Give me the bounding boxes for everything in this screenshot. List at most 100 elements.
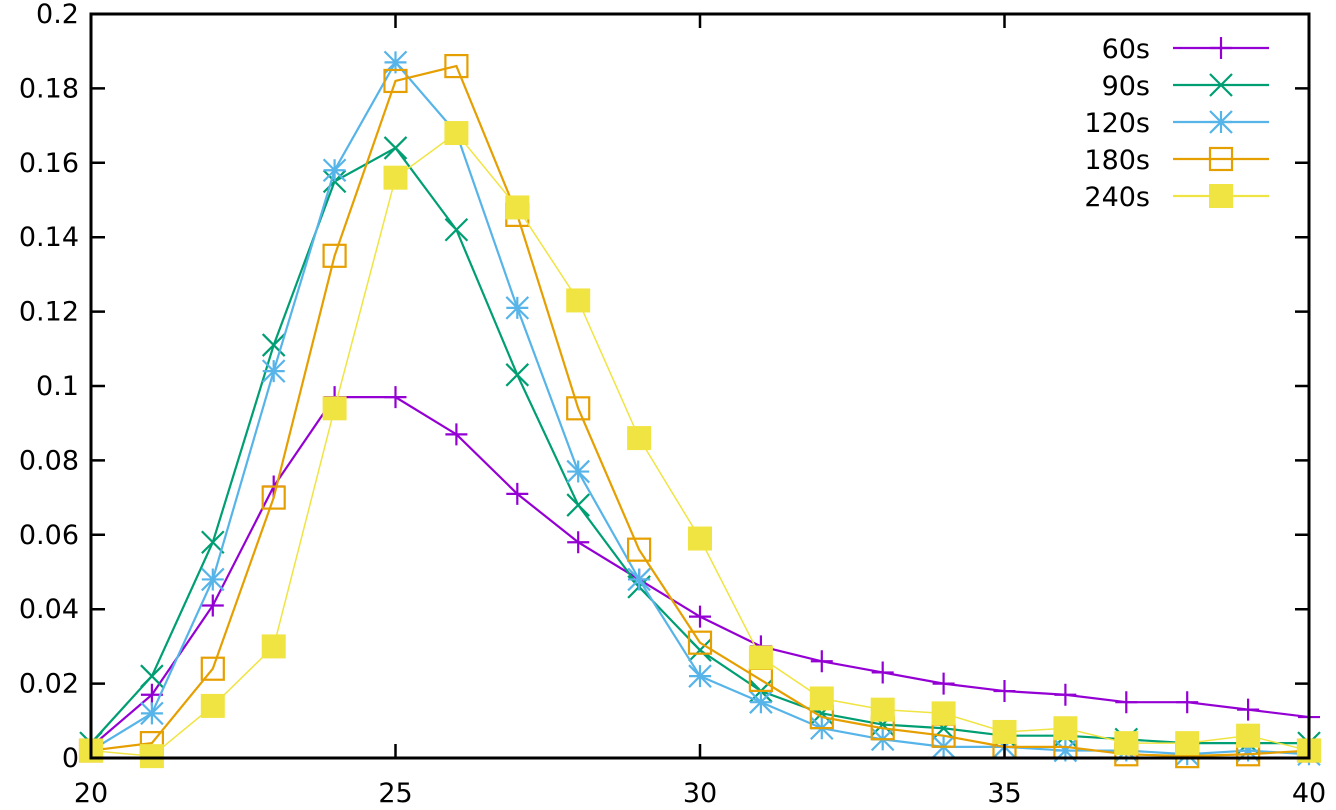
- data-point: [261, 634, 286, 659]
- y-tick-label: 0.08: [19, 445, 79, 476]
- data-point: [810, 650, 833, 673]
- data-point: [688, 664, 712, 688]
- data-point: [566, 396, 591, 421]
- legend-entry: 120s: [1084, 108, 1269, 139]
- data-point: [322, 158, 347, 183]
- data-point: [931, 701, 956, 726]
- legend: 60s 90s 120s 180s 240s: [1084, 34, 1269, 213]
- data-point: [322, 243, 347, 268]
- data-point: [567, 531, 590, 554]
- data-point: [993, 680, 1016, 703]
- data-point: [1053, 716, 1078, 741]
- data-point: [1236, 723, 1261, 748]
- legend-entry: 90s: [1102, 71, 1269, 102]
- x-tick-label: 35: [987, 778, 1021, 809]
- data-point: [322, 396, 347, 421]
- data-point: [1054, 683, 1077, 706]
- series-line: [90, 132, 1310, 757]
- data-point: [383, 68, 408, 94]
- data-point: [992, 719, 1017, 744]
- data-point: [383, 165, 408, 190]
- series-line: [90, 64, 1310, 758]
- data-point: [383, 50, 408, 75]
- legend-label: 60s: [1102, 34, 1150, 65]
- data-point: [200, 693, 225, 718]
- x-tick-label: 25: [378, 778, 412, 809]
- data-point: [505, 363, 530, 387]
- data-point: [140, 701, 164, 726]
- legend-label: 240s: [1084, 182, 1150, 213]
- data-point: [932, 672, 955, 695]
- data-point: [261, 333, 286, 357]
- data-point: [748, 645, 773, 670]
- data-point: [505, 296, 530, 320]
- legend-label: 90s: [1102, 71, 1150, 102]
- data-point: [1115, 691, 1138, 714]
- data-point: [1053, 738, 1078, 763]
- data-point: [383, 136, 408, 160]
- series-240s: [79, 121, 1321, 769]
- data-point: [566, 459, 590, 484]
- data-point: [687, 630, 713, 655]
- data-point: [1176, 691, 1199, 714]
- data-point: [566, 493, 590, 517]
- data-point: [749, 690, 773, 714]
- data-point: [688, 526, 712, 551]
- data-point: [566, 288, 591, 313]
- data-point: [445, 423, 468, 446]
- data-point: [627, 567, 651, 592]
- data-point: [201, 567, 225, 592]
- y-tick-label: 0.06: [19, 520, 79, 551]
- y-tick-label: 0: [62, 743, 79, 774]
- data-point: [627, 426, 652, 451]
- legend-marker: [1209, 184, 1233, 208]
- legend-label: 180s: [1084, 145, 1150, 176]
- data-point: [871, 661, 894, 684]
- data-point: [261, 359, 286, 383]
- data-point: [444, 121, 469, 146]
- y-tick-label: 0.1: [36, 371, 79, 402]
- x-tick-label: 40: [1292, 778, 1326, 809]
- y-tick-label: 0.12: [19, 297, 79, 328]
- data-point: [1175, 731, 1200, 756]
- data-point: [870, 697, 895, 722]
- data-point: [809, 686, 834, 711]
- data-point: [444, 53, 469, 79]
- data-point: [201, 530, 225, 555]
- legend-marker: [1210, 37, 1232, 59]
- y-tick-label: 0.2: [36, 0, 79, 30]
- legend-label: 120s: [1084, 108, 1150, 139]
- legend-marker: [1209, 73, 1233, 97]
- legend-marker: [1208, 146, 1234, 172]
- data-point: [1114, 731, 1139, 756]
- legend-entry: 60s: [1102, 34, 1269, 65]
- data-point: [444, 217, 469, 242]
- x-tick-label: 30: [683, 778, 717, 809]
- y-tick-label: 0.04: [19, 594, 79, 625]
- data-point: [261, 485, 286, 510]
- y-tick-label: 0.14: [19, 222, 79, 253]
- data-point: [201, 594, 224, 617]
- data-point: [322, 169, 347, 194]
- data-point: [139, 744, 164, 769]
- data-point: [506, 482, 529, 505]
- y-tick-label: 0.18: [19, 73, 79, 104]
- data-point: [626, 537, 652, 562]
- data-point: [689, 605, 711, 628]
- data-point: [688, 638, 712, 662]
- y-tick-label: 0.16: [19, 148, 79, 179]
- series-60s: [80, 386, 1320, 758]
- data-point: [505, 195, 530, 220]
- legend-entry: 180s: [1084, 145, 1269, 176]
- data-point: [140, 664, 164, 688]
- legend-marker: [1209, 110, 1233, 134]
- data-point: [200, 656, 225, 681]
- series-90s: [79, 136, 1321, 755]
- data-point: [1237, 698, 1260, 721]
- data-point: [384, 386, 407, 409]
- legend-entry: 240s: [1084, 182, 1269, 213]
- y-tick-label: 0.02: [19, 669, 79, 700]
- x-tick-label: 20: [74, 778, 108, 809]
- data-point: [1236, 738, 1260, 763]
